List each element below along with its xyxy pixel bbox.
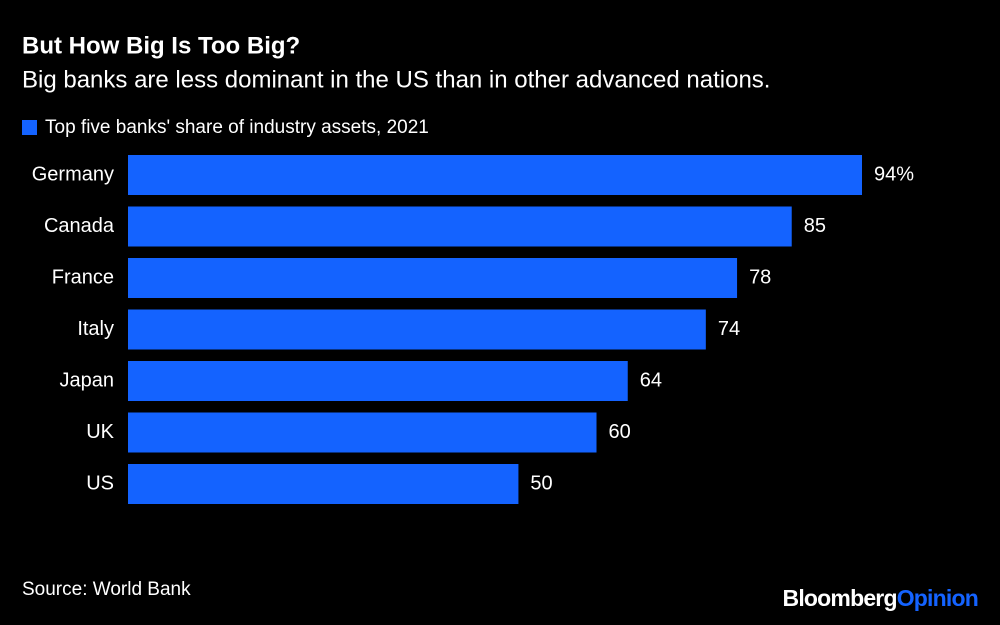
value-label: 85: [804, 215, 826, 237]
bar: [128, 361, 628, 401]
value-label: 94%: [874, 163, 914, 185]
brand-name: Bloomberg: [783, 585, 897, 611]
y-tick-label: France: [52, 266, 114, 288]
chart-title: But How Big Is Too Big?: [22, 32, 300, 59]
value-label: 74: [718, 318, 740, 340]
bar: [128, 412, 597, 453]
y-tick-label: UK: [86, 421, 114, 443]
legend-swatch: [22, 120, 37, 135]
value-label: 60: [609, 421, 631, 443]
bar: [128, 258, 738, 298]
source: Source: World Bank: [22, 579, 191, 600]
bar: [128, 155, 862, 195]
y-tick-label: Canada: [44, 215, 115, 237]
y-tick-label: Germany: [32, 163, 114, 185]
y-tick-label: Italy: [77, 318, 114, 340]
value-label: 78: [749, 266, 771, 288]
bar: [128, 206, 792, 247]
brand: BloombergOpinion: [783, 585, 978, 611]
bar: [128, 309, 706, 350]
value-label: 64: [640, 369, 662, 391]
legend-label: Top five banks' share of industry assets…: [45, 117, 429, 138]
value-label: 50: [530, 472, 552, 494]
brand-section: Opinion: [897, 585, 978, 611]
chart-subtitle: Big banks are less dominant in the US th…: [22, 66, 770, 93]
bar: [128, 464, 519, 504]
y-tick-label: US: [86, 472, 114, 494]
y-tick-label: Japan: [60, 369, 115, 391]
